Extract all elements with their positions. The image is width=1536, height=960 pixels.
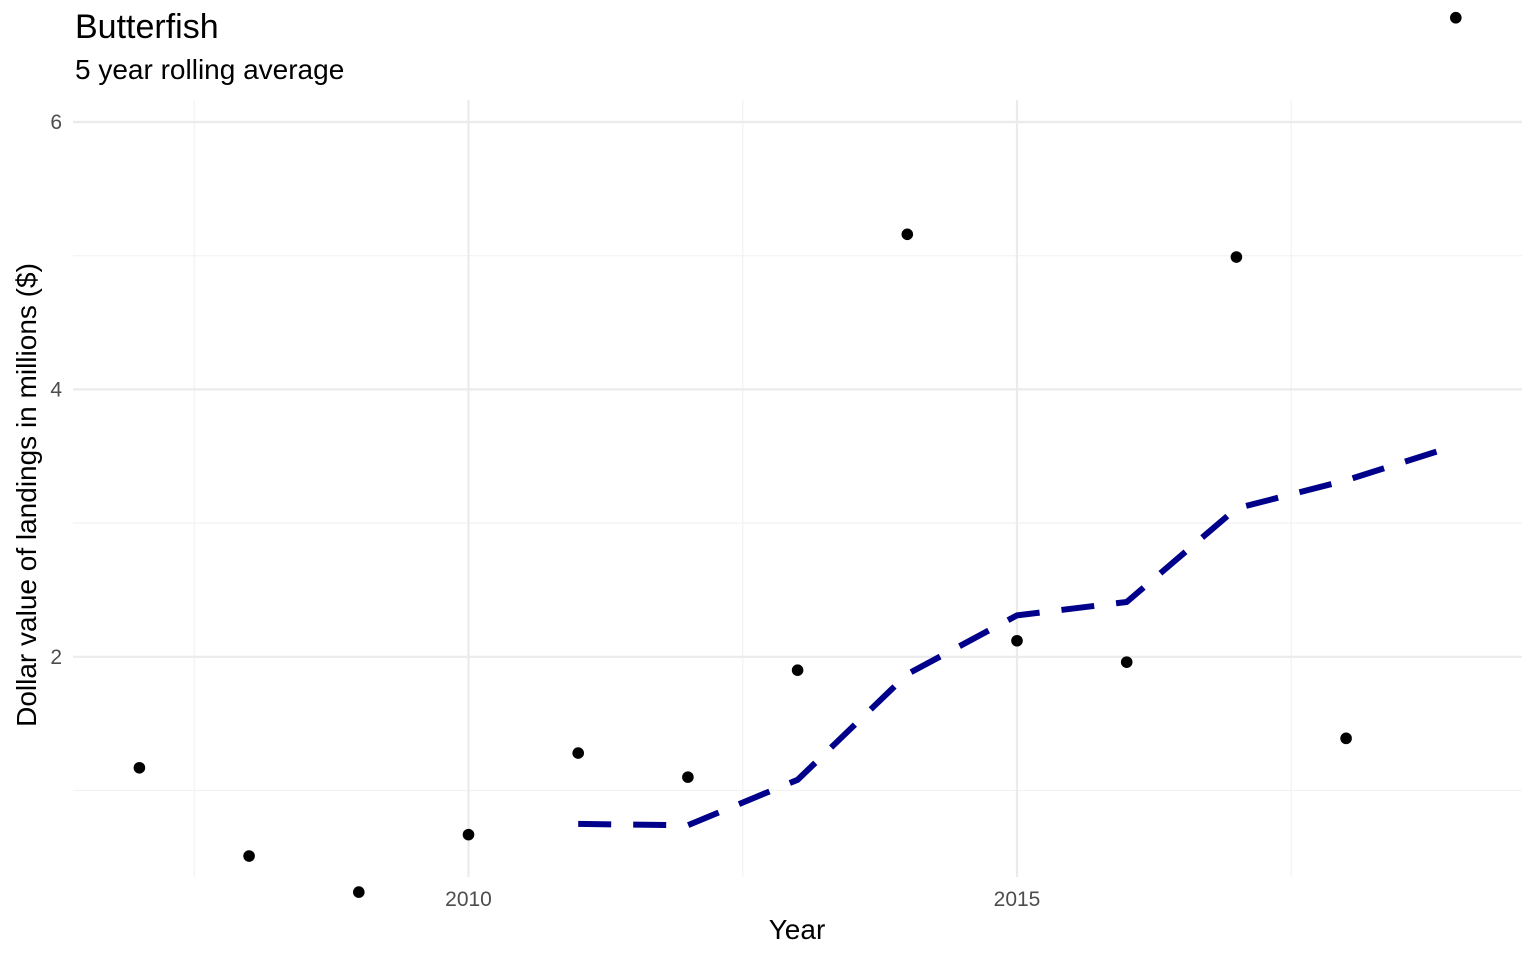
x-axis-ticks: 2010 2015 [445,888,1040,911]
y-tick-label: 4 [50,378,62,401]
data-point [572,747,584,759]
x-axis-title: Year [769,914,826,945]
data-point [353,886,365,898]
data-point [1340,732,1352,745]
data-points [133,11,1462,898]
rolling-average-line [578,442,1457,829]
data-point [682,771,694,783]
data-point [791,664,804,676]
data-point [1120,656,1133,668]
y-axis-ticks: 2 4 6 [50,111,62,669]
y-tick-label: 2 [50,646,62,669]
minor-gridlines [73,100,1522,877]
chart-subtitle: 5 year rolling average [75,54,345,85]
data-point [1450,11,1462,24]
y-axis-title: Dollar value of landings in millions ($) [11,263,42,727]
data-point [901,228,914,241]
x-tick-label: 2010 [445,888,492,911]
x-tick-label: 2015 [994,888,1041,911]
data-point [243,850,255,862]
data-point [133,761,146,774]
data-point [1011,634,1023,647]
y-tick-label: 6 [50,111,62,134]
rolling-average-line-path [578,442,1457,829]
data-point [462,828,475,841]
chart-title: Butterfish [75,8,219,46]
data-point [1230,251,1243,263]
major-gridlines [73,100,1522,877]
